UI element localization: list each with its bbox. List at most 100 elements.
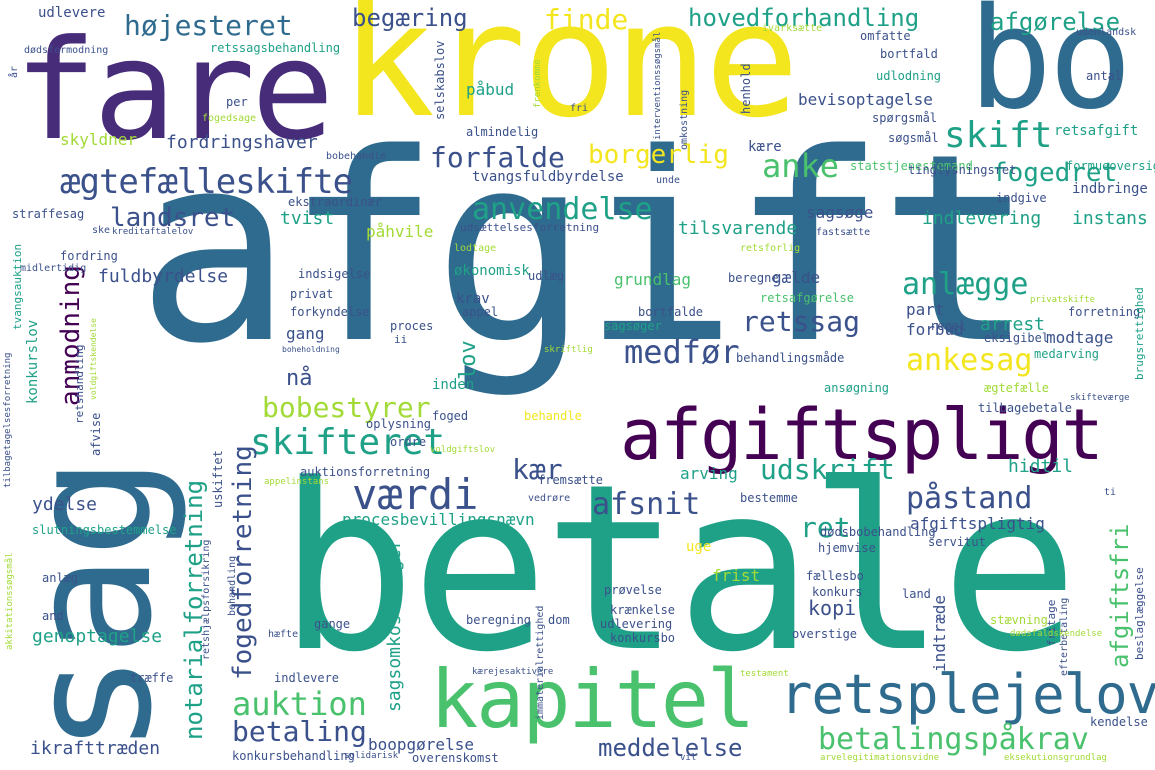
word-behandle: behandle bbox=[524, 409, 582, 423]
word-ankesag: ankesag bbox=[906, 343, 1033, 378]
word-bortfald: bortfald bbox=[880, 47, 938, 61]
word-solidarisk: solidarisk bbox=[344, 751, 399, 761]
word-medarving: medarving bbox=[1034, 347, 1100, 361]
word-per: per bbox=[226, 95, 248, 109]
word-udlaeg: udlæg bbox=[528, 269, 565, 283]
word-tvangsfuldbyrdelse: tvangsfuldbyrdelse bbox=[472, 169, 624, 185]
word-fuldbyrdelse: fuldbyrdelse bbox=[98, 266, 229, 287]
word-arrest: arrest bbox=[980, 314, 1046, 335]
word-krone: krone bbox=[340, 0, 800, 153]
word-retsplejelov: retsplejelov bbox=[780, 663, 1155, 726]
word-retssagsbehandling: retssagsbehandling bbox=[210, 41, 341, 55]
word-lov: lov bbox=[456, 340, 481, 380]
word-ansoegning: ansøgning bbox=[824, 381, 890, 395]
word-behandlingsmaade: behandlingsmåde bbox=[736, 351, 845, 365]
word-fogedret: fogedret bbox=[992, 158, 1118, 188]
word-kaere: kære bbox=[748, 139, 782, 155]
word-tilsvarende: tilsvarende bbox=[678, 218, 798, 239]
word-interventionssoegsmaal: interventionssøgsmål bbox=[653, 31, 663, 140]
word-krav: krav bbox=[456, 291, 490, 307]
word-doedsformodning: dødsformodning bbox=[24, 45, 109, 56]
word-aar: år bbox=[9, 65, 20, 78]
word-uge: uge bbox=[686, 539, 712, 555]
word-skiftevaerge: skifteværge bbox=[1070, 393, 1130, 403]
word-omkostning: omkostning bbox=[679, 89, 690, 150]
word-afgiftspligtig: afgiftspligtig bbox=[910, 514, 1045, 533]
word-sagsoege: sagsøge bbox=[806, 203, 874, 222]
word-medfoer: medfør bbox=[624, 333, 740, 371]
word-indbringe: indbringe bbox=[1072, 181, 1148, 197]
word-bo: bo bbox=[968, 0, 1133, 141]
word-retshjaelpsforsikring: retshjælpsforsikring bbox=[201, 539, 212, 660]
word-boheholdning: boheholdning bbox=[282, 345, 340, 354]
word-auktion: auktion bbox=[232, 685, 367, 723]
word-proces: proces bbox=[390, 319, 434, 333]
word-skift: skift bbox=[944, 115, 1053, 156]
word-paastand: påstand bbox=[906, 481, 1033, 516]
word-udskrift: udskrift bbox=[760, 453, 895, 486]
word-privatskifte: privatskifte bbox=[1030, 295, 1096, 305]
word-borgerlig: borgerlig bbox=[588, 140, 729, 170]
word-arvelegitimationsvidne: arvelegitimationsvidne bbox=[820, 753, 940, 763]
word-fastsaette: fastsætte bbox=[816, 227, 871, 238]
word-overenskomst: overenskomst bbox=[412, 751, 499, 765]
word-anke: anke bbox=[762, 147, 840, 185]
word-forbud: forbud bbox=[906, 320, 964, 339]
word-indgive: indgive bbox=[996, 191, 1047, 205]
word-afvise: afvise bbox=[89, 412, 103, 456]
word-kraenkelse: krænkelse bbox=[610, 603, 676, 617]
word-bestemme: bestemme bbox=[740, 491, 798, 505]
word-ivarksaette: ivarksætte bbox=[762, 23, 823, 34]
word-staevning: stævning bbox=[990, 613, 1048, 627]
word-faellesbo: fællesbo bbox=[806, 569, 864, 583]
word-frenkomme: frenkomme bbox=[533, 59, 543, 108]
word-tvist: tvist bbox=[280, 208, 335, 229]
word-straffesag: straffesag bbox=[12, 207, 85, 221]
word-soegsmaal: søgsmål bbox=[888, 131, 939, 145]
word-instans: instans bbox=[1072, 208, 1148, 229]
word-hidtil: hidtil bbox=[1008, 456, 1074, 477]
word-antal: antal bbox=[1086, 69, 1123, 83]
word-paahvile: påhvile bbox=[366, 222, 434, 241]
word-afsnit: afsnit bbox=[592, 487, 701, 522]
word-anlaeg: anlæg bbox=[42, 571, 79, 585]
word-fare: fare bbox=[14, 10, 334, 171]
word-hjemvise: hjemvise bbox=[818, 541, 876, 555]
word-henhold: henhold bbox=[739, 63, 753, 114]
word-and: and bbox=[42, 609, 64, 623]
word-retsafgift: retsafgift bbox=[1054, 123, 1139, 139]
word-meddelelse: meddelelse bbox=[598, 734, 743, 762]
word-indsigelse: indsigelse bbox=[298, 267, 371, 281]
word-slutningsbestemmelse: slutningsbestemmelse bbox=[32, 523, 177, 537]
word-betalingspaakrav: betalingspåkrav bbox=[818, 722, 1089, 757]
word-ske: ske bbox=[92, 225, 111, 236]
word-afgift: afgift bbox=[136, 99, 1035, 401]
word-tinglysningsret: tinglysningsret bbox=[908, 163, 1017, 177]
word-gang: gang bbox=[286, 324, 325, 343]
word-regel: regel bbox=[930, 319, 967, 333]
word-privat: privat bbox=[290, 287, 334, 301]
word-retshandling: retshandling bbox=[73, 344, 86, 424]
word-tilbagebetale: tilbagebetale bbox=[978, 401, 1072, 415]
word-forretning: forretning bbox=[1068, 305, 1141, 319]
word-hoejesteret: højesteret bbox=[124, 9, 293, 42]
word-landsret: landsret bbox=[110, 203, 236, 233]
word-ret: ret bbox=[800, 511, 851, 544]
word-naa: nå bbox=[286, 366, 313, 391]
word-vaerdi: værdi bbox=[352, 470, 479, 519]
word-appelinstans: appelinstans bbox=[264, 477, 330, 487]
word-indlevering: indlevering bbox=[922, 208, 1042, 229]
word-beslaglaeggelse: beslaglæggelse bbox=[1133, 567, 1146, 660]
word-overstige: overstige bbox=[792, 627, 858, 641]
word-modtage: modtage bbox=[1046, 328, 1114, 347]
word-immaterialrettighed: immaterialrettighed bbox=[535, 605, 546, 720]
word-udsaettelsesforretning: udsættelsesforretning bbox=[460, 221, 600, 234]
word-gaelde: gælde bbox=[772, 268, 821, 287]
word-tvangsauktion: tvangsauktion bbox=[11, 243, 24, 330]
word-eksekutionsgrundlag: eksekutionsgrundlag bbox=[1004, 753, 1107, 763]
word-eksigibel: eksigibel bbox=[984, 331, 1050, 345]
word-anlaegge: anlægge bbox=[902, 267, 1029, 302]
word-betaling: betaling bbox=[232, 715, 367, 748]
word-vedroere: vedrøre bbox=[528, 493, 571, 504]
word-indtraede: indtræde bbox=[930, 594, 949, 672]
